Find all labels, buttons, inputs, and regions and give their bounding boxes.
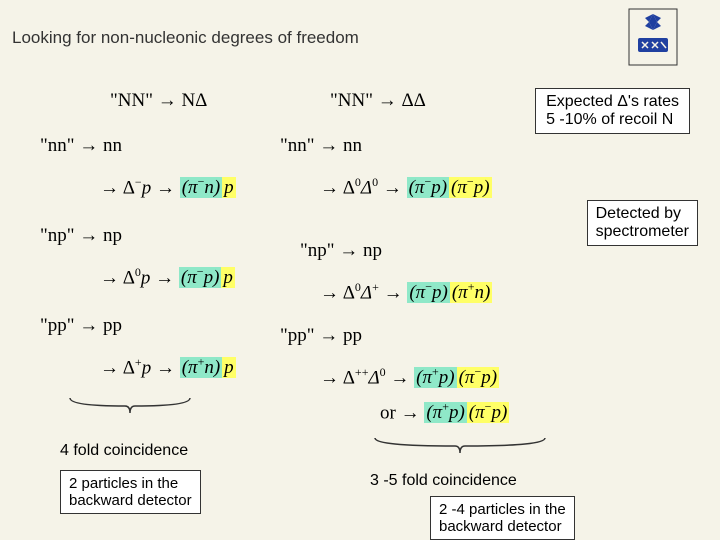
particles-right-l2: backward detector (439, 518, 566, 535)
particles-left-box: 2 particles in the backward detector (60, 470, 201, 514)
expected-rates-box: Expected Δ's rates 5 -10% of recoil N (535, 88, 690, 134)
particles-left-l1: 2 particles in the (69, 475, 192, 492)
formula-right-r1: "nn" → nn (280, 135, 362, 157)
brace-left (65, 395, 195, 421)
formula-left-head: "NN" → NΔ (110, 90, 207, 112)
formula-right-r3: "np" → np (300, 240, 382, 262)
university-logo (628, 8, 678, 66)
page-title: Looking for non-nucleonic degrees of fre… (12, 28, 359, 48)
expected-line1: Expected Δ's rates (546, 93, 679, 111)
detected-box: Detected by spectrometer (587, 200, 698, 246)
formula-right-r6: → Δ++Δ0 → (π+p)(π−p) (320, 365, 499, 389)
formula-left-r1: "nn" → nn (40, 135, 122, 157)
formula-right-r2: → Δ0Δ0 → (π−p)(π−p) (320, 175, 492, 199)
expected-line2: 5 -10% of recoil N (546, 111, 679, 129)
formula-left-r2: → Δ−p → (π−n)p (100, 175, 236, 199)
formula-right-head: "NN" → ΔΔ (330, 90, 426, 112)
formula-right-r4: → Δ0Δ+ → (π−p)(π+n) (320, 280, 492, 304)
formula-left-r6: → Δ+p → (π+n)p (100, 355, 236, 379)
particles-left-l2: backward detector (69, 492, 192, 509)
formula-left-r3: "np" → np (40, 225, 122, 247)
particles-right-l1: 2 -4 particles in the (439, 501, 566, 518)
detected-line2: spectrometer (596, 223, 689, 241)
particles-right-box: 2 -4 particles in the backward detector (430, 496, 575, 540)
formula-right-r7: or → (π+p)(π−p) (380, 400, 509, 424)
formula-left-r4: → Δ0p → (π−p)p (100, 265, 235, 289)
coincidence-4-label: 4 fold coincidence (60, 442, 188, 460)
brace-right (370, 435, 550, 461)
formula-left-r5: "pp" → pp (40, 315, 122, 337)
formula-right-r5: "pp" → pp (280, 325, 362, 347)
detected-line1: Detected by (596, 205, 689, 223)
coincidence-35-label: 3 -5 fold coincidence (370, 472, 517, 490)
